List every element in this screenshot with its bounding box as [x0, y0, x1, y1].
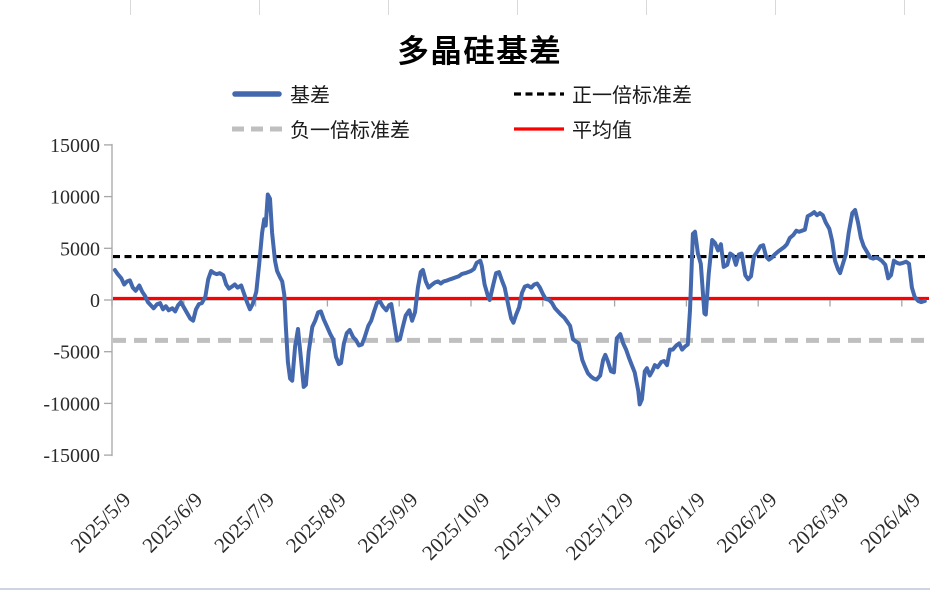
y-axis-tick-label: 10000: [50, 187, 100, 209]
legend-label: 负一倍标准差: [290, 120, 410, 142]
x-axis-tick-label: 2026/1/9: [640, 488, 710, 558]
x-axis-tick-label: 2025/8/9: [281, 488, 351, 558]
x-axis-tick-label: 2025/10/9: [417, 488, 494, 565]
y-axis-tick-label: 0: [90, 290, 100, 312]
y-axis-tick-label: -15000: [43, 445, 100, 467]
x-axis-tick-label: 2025/11/9: [490, 488, 567, 565]
basis-line-series[interactable]: [112, 192, 927, 407]
worksheet-gridline: [259, 0, 260, 15]
x-axis-tick-label: 2026/4/9: [855, 488, 925, 558]
x-axis-tick-label: 2026/3/9: [784, 488, 854, 558]
chart-title: 多晶硅基差: [397, 34, 563, 69]
legend-item-1[interactable]: 基差: [231, 79, 513, 108]
worksheet-gridline: [775, 0, 776, 15]
y-axis-tick-label: -10000: [43, 393, 100, 415]
x-axis-tick-label: 2026/2/9: [712, 488, 782, 558]
x-axis-tick-label: 2025/7/9: [209, 488, 279, 558]
worksheet-gridline: [646, 0, 647, 15]
worksheet-gridline: [517, 0, 518, 15]
legend-item-2[interactable]: 正一倍标准差: [513, 79, 692, 108]
legend-key-solid-thick: [232, 90, 282, 97]
x-axis-tick-label: 2025/9/9: [353, 488, 423, 558]
legend-key-dashed-thick: [232, 126, 282, 131]
legend-key-solid: [514, 126, 564, 131]
worksheet-gridline: [130, 0, 131, 15]
legend-key-dashed: [514, 91, 564, 96]
y-axis-tick-label: -5000: [53, 342, 100, 364]
y-axis-tick-label: 5000: [60, 238, 100, 260]
legend-label: 平均值: [572, 120, 632, 142]
x-axis-tick-label: 2025/5/9: [66, 488, 136, 558]
chart-legend: 基差 正一倍标准差负一倍标准差 平均值: [231, 76, 692, 146]
worksheet-gridline: [388, 0, 389, 15]
legend-item-3[interactable]: 负一倍标准差: [231, 114, 513, 143]
legend-item-4[interactable]: 平均值: [513, 114, 692, 143]
x-axis-tick-label: 2025/6/9: [137, 488, 207, 558]
y-axis-tick-label: 15000: [50, 135, 100, 157]
window-bottom-border: [0, 588, 930, 590]
x-axis-tick-label: 2025/12/9: [561, 488, 638, 565]
legend-label: 基差: [290, 85, 330, 107]
legend-label: 正一倍标准差: [572, 85, 692, 107]
worksheet-gridline: [904, 0, 905, 15]
